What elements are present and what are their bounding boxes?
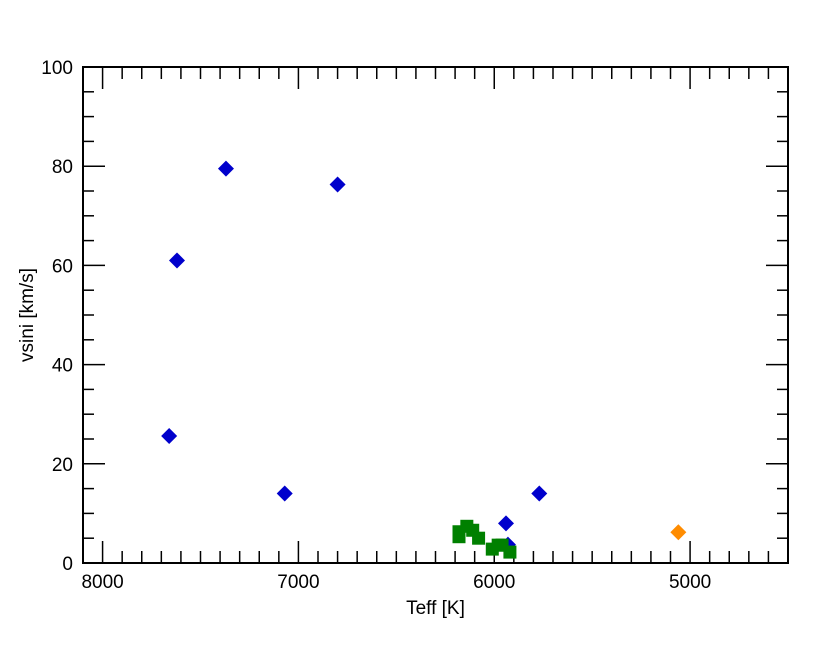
y-tick-label: 40: [52, 356, 73, 377]
x-tick-label: 6000: [473, 572, 515, 593]
y-tick-label: 0: [62, 554, 73, 575]
y-axis-label: vsini [km/s]: [17, 268, 38, 362]
y-tick-label: 60: [52, 256, 73, 277]
x-tick-label: 8000: [81, 572, 123, 593]
data-point-diamond: [169, 252, 185, 269]
data-point-diamond: [217, 160, 234, 177]
data-point-diamond: [670, 524, 687, 541]
x-axis-label: Teff [K]: [406, 598, 465, 619]
data-point-square: [472, 531, 486, 545]
y-axis-ticks: 0 20 40 60 80 100: [41, 58, 788, 575]
data-point-diamond: [161, 428, 178, 445]
y-tick-label: 20: [52, 455, 73, 476]
data-points: [161, 160, 687, 559]
data-point-square: [503, 545, 517, 559]
data-point-diamond: [329, 176, 346, 193]
data-point-diamond: [531, 485, 548, 502]
y-tick-label: 100: [41, 58, 73, 79]
data-point-diamond: [276, 485, 293, 502]
x-tick-label: 5000: [669, 572, 711, 593]
plot-frame: [82, 66, 789, 564]
x-axis-ticks: 8000 7000 6000 5000: [81, 67, 770, 593]
y-tick-label: 80: [52, 157, 73, 178]
data-point-diamond: [498, 515, 514, 532]
x-tick-label: 7000: [277, 572, 319, 593]
